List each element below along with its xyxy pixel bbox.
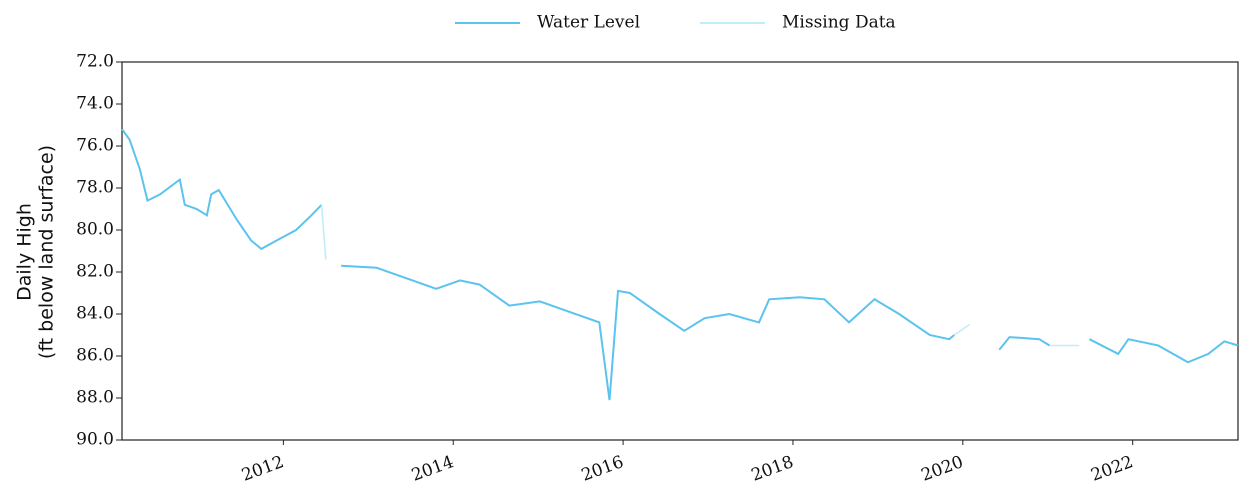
x-tick-label: 2020 xyxy=(919,452,966,486)
y-tick-label: 78.0 xyxy=(76,178,114,198)
y-tick-label: 74.0 xyxy=(76,94,114,114)
series-line xyxy=(121,128,1239,401)
legend-label: Water Level xyxy=(537,13,640,33)
y-tick-label: 84.0 xyxy=(76,304,114,324)
x-tick-label: 2012 xyxy=(239,452,286,486)
plot-frame xyxy=(121,61,1239,441)
y-tick-label: 90.0 xyxy=(76,430,114,450)
y-tick-label: 72.0 xyxy=(76,52,114,72)
y-tick-label: 86.0 xyxy=(76,346,114,366)
y-tick-label: 76.0 xyxy=(76,136,114,156)
series-line xyxy=(320,204,1080,347)
y-tick-label: 82.0 xyxy=(76,262,114,282)
x-tick-label: 2022 xyxy=(1088,452,1135,486)
y-axis-label: (ft below land surface) xyxy=(36,145,58,359)
legend-label: Missing Data xyxy=(782,13,896,33)
y-tick-label: 88.0 xyxy=(76,388,114,408)
x-tick-label: 2016 xyxy=(579,452,626,486)
x-tick-label: 2014 xyxy=(409,452,456,486)
y-axis-label: Daily High xyxy=(14,203,36,301)
y-tick-label: 80.0 xyxy=(76,220,114,240)
x-tick-label: 2018 xyxy=(749,452,796,486)
